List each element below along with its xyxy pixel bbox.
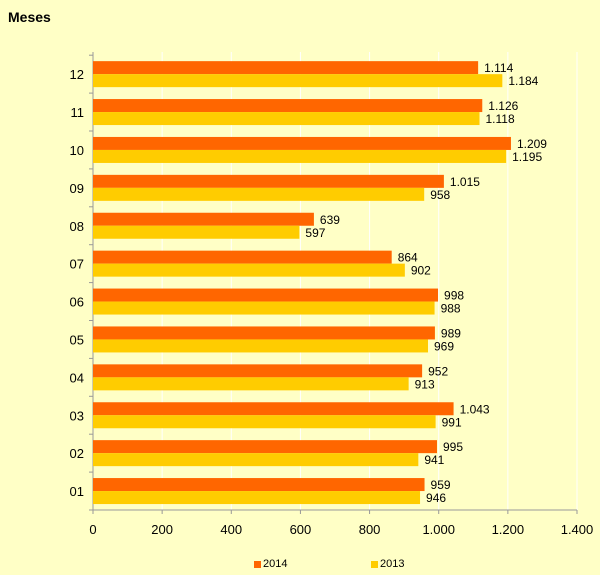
bar-2013-08 bbox=[93, 225, 300, 239]
bar-2013-07 bbox=[93, 263, 405, 277]
data-label-2014-07: 864 bbox=[398, 251, 418, 265]
bar-2014-11 bbox=[93, 99, 483, 113]
y-tick-label-01: 01 bbox=[70, 484, 84, 499]
bar-2013-12 bbox=[93, 74, 503, 88]
legend-label-2013: 2013 bbox=[380, 558, 405, 570]
x-tick-label: 1.000 bbox=[422, 522, 455, 537]
data-label-2013-12: 1.184 bbox=[508, 74, 538, 88]
x-tick-label: 800 bbox=[359, 522, 381, 537]
y-tick-label-10: 10 bbox=[70, 143, 84, 158]
legend-item-2014: 2014 bbox=[254, 558, 287, 570]
data-label-2013-04: 913 bbox=[415, 377, 435, 391]
data-label-2014-08: 639 bbox=[320, 213, 340, 227]
x-tick-label: 0 bbox=[89, 522, 96, 537]
data-label-2014-02: 995 bbox=[443, 440, 463, 454]
y-tick-label-07: 07 bbox=[70, 257, 84, 272]
x-tick-label: 1.400 bbox=[561, 522, 594, 537]
bar-2014-05 bbox=[93, 326, 435, 340]
data-label-2013-11: 1.118 bbox=[486, 112, 515, 126]
x-tick-label: 400 bbox=[220, 522, 242, 537]
bar-2014-09 bbox=[93, 174, 444, 188]
data-label-2013-09: 958 bbox=[430, 188, 450, 202]
data-label-2014-04: 952 bbox=[428, 364, 448, 378]
data-label-2014-09: 1.015 bbox=[450, 175, 480, 189]
bar-2014-10 bbox=[93, 136, 511, 150]
data-label-2014-05: 989 bbox=[441, 326, 461, 340]
data-label-2013-02: 941 bbox=[424, 453, 444, 467]
data-label-2014-01: 959 bbox=[431, 478, 451, 492]
y-tick-label-08: 08 bbox=[70, 219, 84, 234]
chart-title: Meses bbox=[8, 9, 51, 25]
data-label-2014-12: 1.114 bbox=[484, 61, 513, 75]
legend-swatch-2013 bbox=[371, 560, 378, 568]
y-tick-label-05: 05 bbox=[70, 332, 84, 347]
bar-2013-01 bbox=[93, 491, 421, 505]
bar-2013-06 bbox=[93, 301, 435, 315]
bar-2014-08 bbox=[93, 212, 314, 226]
data-label-2013-03: 991 bbox=[442, 415, 462, 429]
bar-2014-06 bbox=[93, 288, 439, 302]
x-tick-label: 1.200 bbox=[492, 522, 525, 537]
data-label-2013-05: 969 bbox=[434, 339, 454, 353]
data-label-2014-06: 998 bbox=[444, 289, 464, 303]
bar-2014-02 bbox=[93, 440, 437, 454]
data-label-2014-11: 1.126 bbox=[488, 99, 518, 113]
data-label-2013-07: 902 bbox=[411, 264, 431, 278]
legend-swatch-2014 bbox=[254, 560, 261, 568]
legend-label-2014: 2014 bbox=[263, 558, 288, 570]
data-label-2013-08: 597 bbox=[305, 226, 325, 240]
data-label-2014-03: 1.043 bbox=[460, 402, 490, 416]
bar-2013-02 bbox=[93, 453, 419, 467]
y-tick-label-04: 04 bbox=[70, 370, 84, 385]
data-label-2014-10: 1.209 bbox=[517, 137, 547, 151]
bar-2014-12 bbox=[93, 61, 479, 75]
bar-2013-09 bbox=[93, 187, 425, 201]
bar-2013-11 bbox=[93, 112, 480, 126]
bar-2014-04 bbox=[93, 364, 423, 378]
bar-2013-04 bbox=[93, 377, 409, 391]
y-tick-label-06: 06 bbox=[70, 295, 84, 310]
data-label-2013-06: 988 bbox=[441, 302, 461, 316]
bar-2013-05 bbox=[93, 339, 428, 353]
bar-2014-03 bbox=[93, 402, 454, 416]
y-tick-label-09: 09 bbox=[70, 181, 84, 196]
y-tick-label-02: 02 bbox=[70, 446, 84, 461]
bar-2013-03 bbox=[93, 415, 436, 429]
x-tick-label: 200 bbox=[151, 522, 173, 537]
bar-2014-01 bbox=[93, 478, 425, 492]
bar-2013-10 bbox=[93, 149, 507, 163]
legend-item-2013: 2013 bbox=[371, 558, 404, 570]
x-tick-label: 600 bbox=[290, 522, 312, 537]
y-tick-label-03: 03 bbox=[70, 408, 84, 423]
data-label-2013-10: 1.195 bbox=[512, 150, 542, 164]
legend: 2014 2013 bbox=[0, 558, 600, 574]
data-label-2013-01: 946 bbox=[426, 491, 446, 505]
y-tick-label-12: 12 bbox=[70, 67, 84, 82]
y-tick-label-11: 11 bbox=[71, 105, 85, 120]
bar-2014-07 bbox=[93, 250, 392, 264]
